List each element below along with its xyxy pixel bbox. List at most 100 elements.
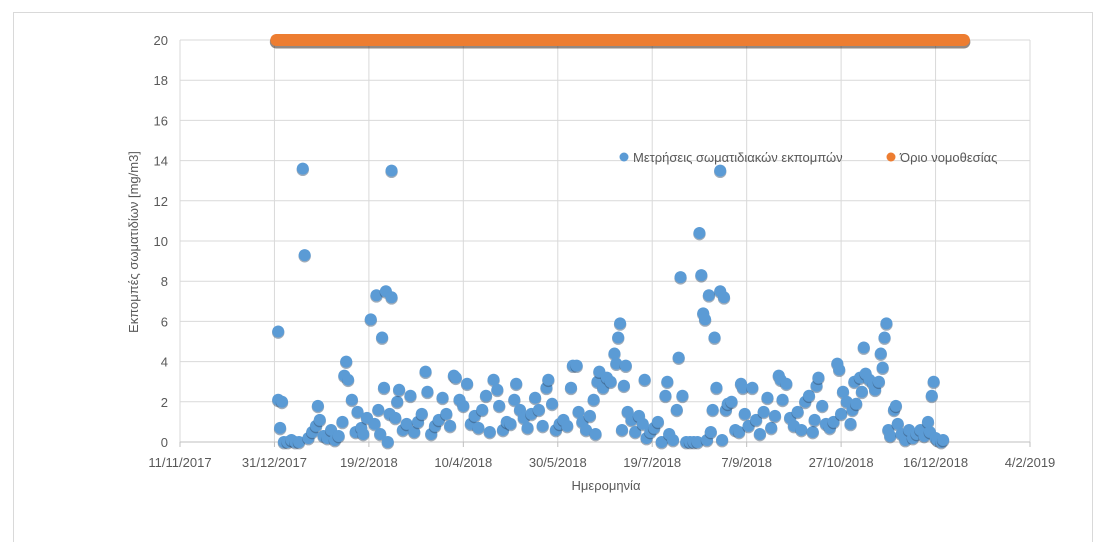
x-tick-label: 31/12/2017 xyxy=(242,455,307,470)
data-point xyxy=(542,373,555,386)
x-tick-label: 4/2/2019 xyxy=(1005,455,1056,470)
y-axis-title: Εκπομπές σωματιδίων [mg/m3] xyxy=(126,151,141,333)
data-point xyxy=(589,427,602,440)
data-point xyxy=(391,395,404,408)
data-point xyxy=(855,385,868,398)
data-point xyxy=(313,413,326,426)
data-point xyxy=(733,425,746,438)
data-point xyxy=(780,377,793,390)
y-tick-label: 18 xyxy=(154,73,168,88)
data-point xyxy=(795,423,808,436)
data-point xyxy=(368,417,381,430)
data-point xyxy=(659,389,672,402)
data-point xyxy=(393,383,406,396)
x-tick-label: 11/11/2017 xyxy=(148,455,211,470)
x-tick-label: 10/4/2018 xyxy=(434,455,492,470)
data-point xyxy=(472,421,485,434)
limit-series xyxy=(269,34,971,49)
data-point xyxy=(532,403,545,416)
data-point xyxy=(670,403,683,416)
data-point xyxy=(340,355,353,368)
data-point xyxy=(691,436,704,448)
data-point xyxy=(419,365,432,378)
data-point xyxy=(351,405,364,418)
legend-label-limit: Όριο νομοθεσίας xyxy=(899,150,997,165)
data-point xyxy=(699,313,712,326)
x-tick-label: 30/5/2018 xyxy=(529,455,587,470)
y-tick-label: 8 xyxy=(161,274,168,289)
legend-marker-measurements xyxy=(619,152,629,162)
data-point xyxy=(706,403,719,416)
data-point xyxy=(827,415,840,428)
data-point xyxy=(385,164,398,177)
y-tick-label: 6 xyxy=(161,314,168,329)
data-point xyxy=(876,361,889,374)
axes: 0 2 4 6 8 10 12 14 16 18 20 11/11/2017 31/12/2017 19/… xyxy=(148,33,1055,470)
data-point xyxy=(400,417,413,430)
data-point xyxy=(651,415,664,428)
data-point xyxy=(837,385,849,398)
data-point xyxy=(376,331,389,344)
x-tick-label: 16/12/2018 xyxy=(903,455,968,470)
data-point xyxy=(925,389,938,402)
y-tick-label: 4 xyxy=(161,355,168,370)
data-point xyxy=(702,289,715,302)
data-point xyxy=(880,317,893,330)
y-tick-label: 14 xyxy=(154,154,168,169)
data-point xyxy=(616,423,628,436)
data-point xyxy=(415,407,428,420)
data-point xyxy=(695,269,708,282)
data-point xyxy=(357,427,370,440)
x-tick-label: 19/2/2018 xyxy=(340,455,398,470)
data-point xyxy=(857,341,870,354)
data-point xyxy=(311,399,324,412)
data-point xyxy=(449,371,462,384)
data-point xyxy=(765,421,778,434)
data-point xyxy=(655,436,668,448)
data-point xyxy=(336,415,349,428)
data-point xyxy=(561,419,574,432)
data-point xyxy=(444,419,457,432)
data-point xyxy=(922,415,934,428)
data-point xyxy=(638,373,651,386)
data-point xyxy=(342,373,355,386)
data-point xyxy=(761,391,774,404)
data-point xyxy=(483,425,496,438)
x-tick-label: 27/10/2018 xyxy=(809,455,874,470)
data-point xyxy=(619,359,632,372)
data-point xyxy=(693,226,706,239)
data-point xyxy=(604,375,617,388)
data-point xyxy=(293,436,305,448)
data-point xyxy=(878,331,891,344)
y-tick-label: 16 xyxy=(154,113,168,128)
data-point xyxy=(844,417,857,430)
data-point xyxy=(736,381,749,394)
data-point xyxy=(440,407,453,420)
data-point xyxy=(753,427,766,440)
data-point xyxy=(546,397,559,410)
data-point xyxy=(738,407,751,420)
y-tick-label: 12 xyxy=(154,194,168,209)
data-point xyxy=(661,375,674,388)
data-point xyxy=(572,405,585,418)
data-point xyxy=(491,383,504,396)
data-point xyxy=(708,331,721,344)
legend-marker-limit xyxy=(886,152,896,162)
data-point xyxy=(580,423,593,436)
legend: Μετρήσεις σωματιδιακών εκπομπών Όριο νομ… xyxy=(619,150,997,165)
data-point xyxy=(570,359,583,372)
data-point xyxy=(833,363,846,376)
data-point xyxy=(750,413,763,426)
data-point xyxy=(718,291,730,304)
data-point xyxy=(608,347,621,360)
data-point xyxy=(872,375,885,388)
data-point xyxy=(298,249,311,262)
data-point xyxy=(504,417,517,430)
data-point xyxy=(808,413,821,426)
data-point xyxy=(937,433,950,446)
data-point xyxy=(612,331,625,344)
data-point xyxy=(274,421,287,434)
data-point xyxy=(381,436,394,448)
data-point xyxy=(816,399,829,412)
